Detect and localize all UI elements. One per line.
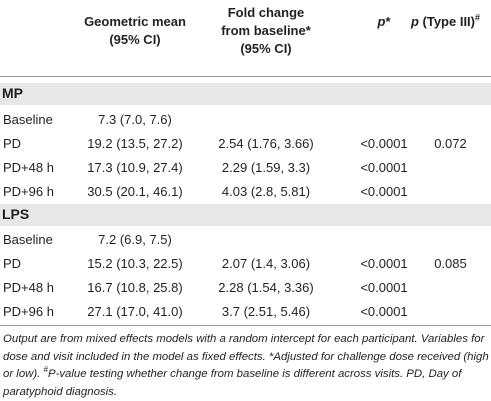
header-p-type3-text: (Type III)	[418, 14, 476, 29]
header-fold-change-line3: (95% CI)	[240, 41, 292, 56]
header-fold-change-line2: from baseline*	[221, 23, 311, 38]
geometric-mean-cell: 17.3 (10.9, 27.4)	[87, 160, 183, 175]
section-label: MP	[2, 85, 23, 101]
table-row: PD 15.2 (10.3, 22.5) 2.07 (1.4, 3.06) <0.00…	[0, 253, 491, 275]
header-p-letter: p	[377, 14, 386, 29]
section-header-mp: MP	[0, 83, 491, 105]
geometric-mean-cell: 30.5 (20.1, 46.1)	[87, 184, 183, 199]
fold-change-cell: 2.54 (1.76, 3.66)	[218, 136, 314, 151]
header-geometric-mean-line1: Geometric mean	[84, 14, 186, 29]
header-p-type3-letter: p	[410, 14, 419, 29]
header-p: p*	[364, 13, 404, 31]
geometric-mean-cell: 16.7 (10.8, 25.8)	[87, 280, 183, 295]
p-value-cell: <0.0001	[360, 160, 408, 175]
footnote-text-2: P-value testing whether change from base…	[3, 368, 462, 398]
geometric-mean-cell: 15.2 (10.3, 22.5)	[87, 256, 183, 271]
header-geometric-mean: Geometric mean (95% CI)	[70, 13, 200, 49]
table-row: PD+48 h 16.7 (10.8, 25.8) 2.28 (1.54, 3.36…	[0, 277, 491, 299]
table-footnote: Output are from mixed effects models wit…	[3, 331, 489, 401]
p-value-cell: <0.0001	[360, 304, 408, 319]
geometric-mean-cell: 7.3 (7.0, 7.6)	[98, 112, 172, 127]
header-p-type3: p (Type III)#	[400, 13, 491, 31]
row-label: PD+96 h	[3, 184, 54, 199]
header-p-mark: *	[385, 14, 391, 29]
row-label: PD	[3, 136, 22, 151]
section-header-lps: LPS	[0, 204, 491, 226]
row-label: Baseline	[3, 232, 53, 247]
geometric-mean-cell: 7.2 (6.9, 7.5)	[98, 232, 172, 247]
table-row: Baseline 7.3 (7.0, 7.6)	[0, 109, 491, 131]
p-type3-cell: 0.072	[434, 136, 467, 151]
p-value-cell: <0.0001	[360, 280, 408, 295]
table-row: PD+96 h 30.5 (20.1, 46.1) 4.03 (2.8, 5.81)…	[0, 181, 491, 203]
p-value-cell: <0.0001	[360, 184, 408, 199]
table-row: PD 19.2 (13.5, 27.2) 2.54 (1.76, 3.66) <0.0…	[0, 133, 491, 155]
p-value-cell: <0.0001	[360, 136, 408, 151]
row-label: Baseline	[3, 112, 53, 127]
header-geometric-mean-line2: (95% CI)	[109, 32, 161, 47]
table-bottom-rule	[0, 325, 491, 326]
footnote-text-1: Output are from mixed effects models wit…	[3, 333, 489, 380]
header-fold-change-line1: Fold change	[227, 5, 305, 20]
header-fold-change: Fold change from baseline* (95% CI)	[196, 4, 336, 58]
fold-change-cell: 2.29 (1.59, 3.3)	[221, 160, 311, 175]
header-rule	[0, 76, 491, 77]
row-label: PD	[3, 256, 22, 271]
p-value-cell: <0.0001	[360, 256, 408, 271]
geometric-mean-cell: 19.2 (13.5, 27.2)	[87, 136, 183, 151]
row-label: PD+48 h	[3, 160, 54, 175]
table-row: Baseline 7.2 (6.9, 7.5)	[0, 229, 491, 251]
header-p-type3-mark: #	[475, 12, 481, 23]
footnote-mark: #	[43, 365, 48, 375]
row-label: PD+96 h	[3, 304, 54, 319]
fold-change-cell: 4.03 (2.8, 5.81)	[221, 184, 311, 199]
table-row: PD+96 h 27.1 (17.0, 41.0) 3.7 (2.51, 5.46)…	[0, 301, 491, 323]
p-type3-cell: 0.085	[434, 256, 467, 271]
row-label: PD+48 h	[3, 280, 54, 295]
fold-change-cell: 2.28 (1.54, 3.36)	[218, 280, 314, 295]
geometric-mean-cell: 27.1 (17.0, 41.0)	[87, 304, 183, 319]
fold-change-cell: 3.7 (2.51, 5.46)	[221, 304, 311, 319]
section-label: LPS	[2, 206, 30, 222]
table-row: PD+48 h 17.3 (10.9, 27.4) 2.29 (1.59, 3.3)…	[0, 157, 491, 179]
fold-change-cell: 2.07 (1.4, 3.06)	[221, 256, 311, 271]
